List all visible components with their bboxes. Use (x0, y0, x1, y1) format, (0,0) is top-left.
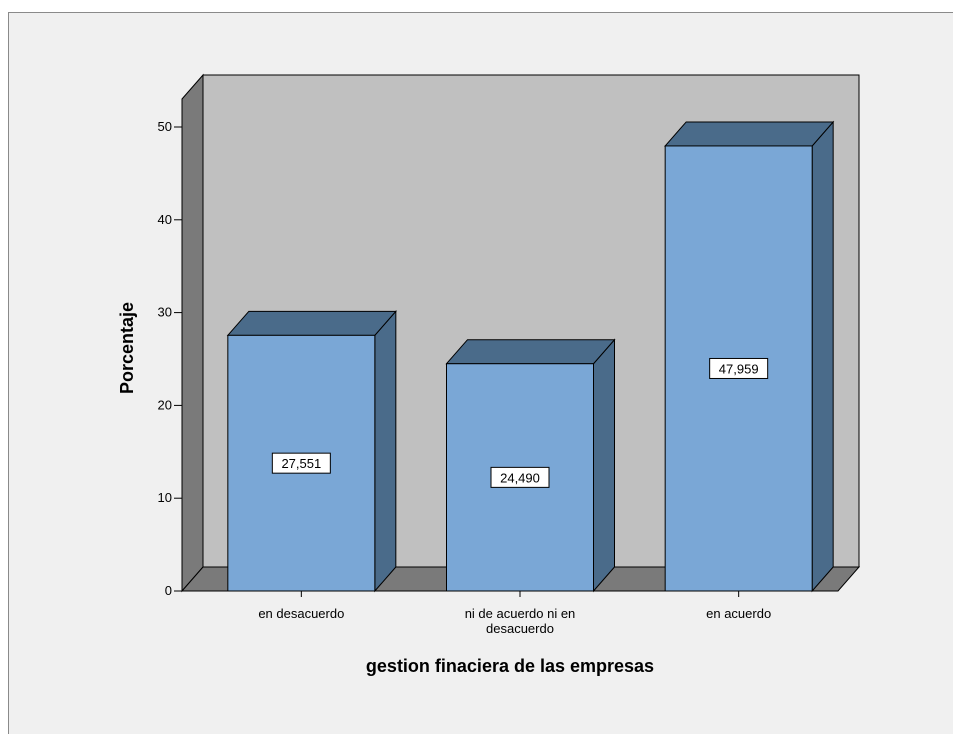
x-axis-title: gestion finaciera de las empresas (366, 656, 654, 676)
x-tick-label: desacuerdo (486, 621, 554, 636)
bar-side (811, 120, 834, 593)
data-label-box (490, 466, 550, 488)
data-label: 24,490 (490, 466, 550, 488)
x-tick-label: en acuerdo (706, 606, 771, 621)
bar-side (374, 309, 397, 593)
y-tick-label: 40 (158, 212, 172, 227)
data-label-text: 27,551 (281, 456, 321, 471)
y-tick-label: 30 (158, 305, 172, 320)
bar-top (226, 310, 397, 336)
y-axis-title: Porcentaje (117, 302, 137, 394)
data-label-box (271, 452, 331, 474)
y-tick-label: 0 (165, 583, 172, 598)
bar (226, 309, 397, 593)
data-label-text: 47,959 (719, 361, 759, 376)
y-axis: 0 10 20 30 40 50 (158, 119, 182, 598)
x-tick-label: en desacuerdo (258, 606, 344, 621)
bar (664, 120, 835, 593)
data-label-text: 24,490 (500, 470, 540, 485)
data-label: 47,959 (709, 357, 769, 379)
bar (445, 338, 616, 593)
y-tick-label: 50 (158, 119, 172, 134)
x-axis: en desacuerdo ni de acuerdo ni endesacuer… (258, 591, 771, 636)
y-tick-label: 10 (158, 490, 172, 505)
data-label-box (709, 357, 769, 379)
data-labels: 27,551 24,490 47,959 (271, 357, 769, 488)
left-wall (181, 73, 204, 593)
bar-side (593, 338, 615, 593)
bar-top (445, 339, 616, 365)
y-tick-label: 20 (158, 397, 172, 412)
data-label: 27,551 (271, 452, 331, 474)
bar-top (664, 121, 835, 147)
x-tick-label: ni de acuerdo ni en (465, 606, 576, 621)
